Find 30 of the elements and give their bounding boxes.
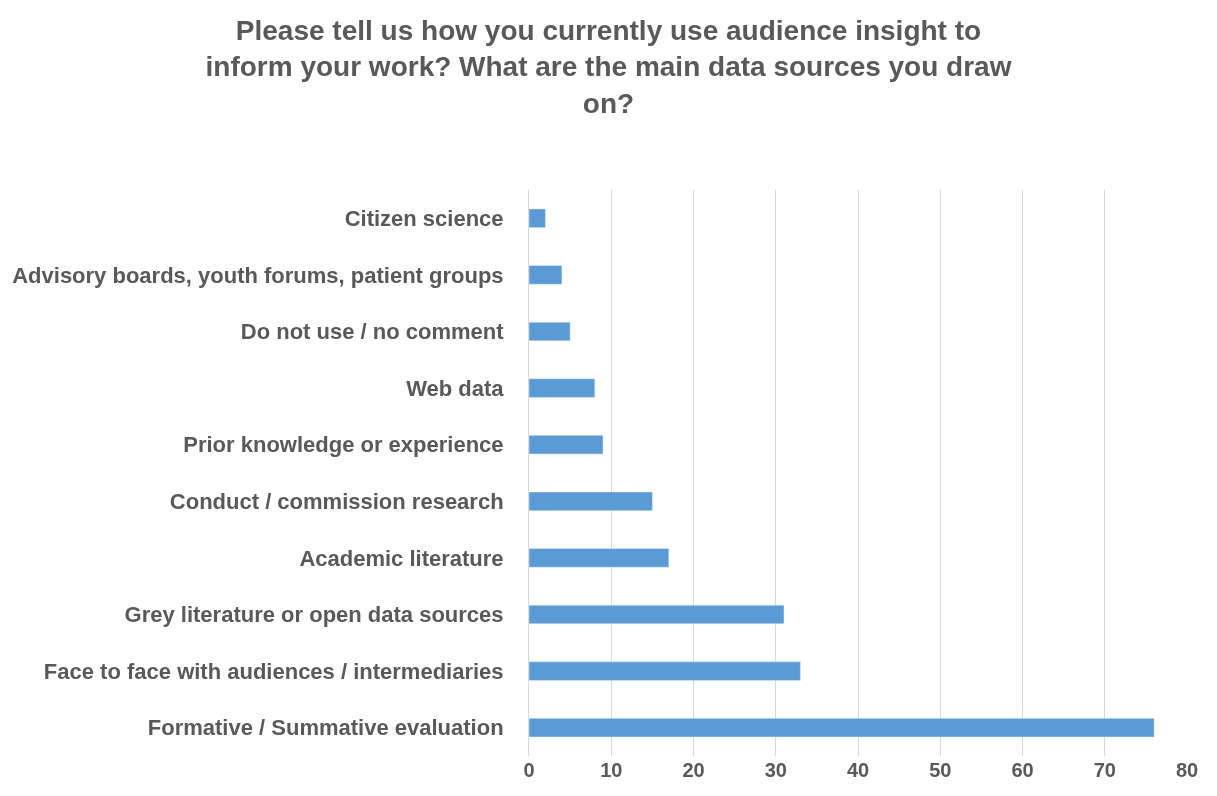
y-tick-label: Grey literature or open data sources xyxy=(124,602,504,628)
y-tick-label: Do not use / no comment xyxy=(240,319,505,345)
bar xyxy=(529,321,571,342)
y-tick-label: Conduct / commission research xyxy=(169,489,504,514)
bar xyxy=(529,208,546,228)
x-tick-label: 10 xyxy=(600,759,623,781)
y-tick-label: Prior knowledge or experience xyxy=(183,432,504,458)
y-tick-label: Advisory boards, youth forums, patient groups xyxy=(12,262,504,288)
y-tick-label: Web data xyxy=(406,375,505,401)
x-tick-label: 20 xyxy=(682,759,705,781)
x-tick-label: 70 xyxy=(1093,759,1116,781)
bar xyxy=(529,435,604,455)
bar xyxy=(529,491,653,511)
x-tick-label: 30 xyxy=(764,759,787,781)
y-tick-label: Face to face with audiences / intermediaries xyxy=(43,658,504,684)
x-tick-label: 60 xyxy=(1011,759,1034,781)
x-tick-label: 50 xyxy=(929,759,952,781)
bar xyxy=(529,378,596,398)
y-tick-label: Academic literature xyxy=(299,545,504,571)
bar xyxy=(529,661,801,681)
bar xyxy=(529,265,563,285)
y-tick-label: Formative / Summative evaluation xyxy=(147,715,504,741)
bar xyxy=(529,604,785,625)
chart-title: Please tell us how you currently use audience insight to inform your work? What are the main data sources you draw on? xyxy=(205,14,1012,119)
x-tick-label: 40 xyxy=(846,759,870,781)
x-tick-label: 80 xyxy=(1175,759,1199,781)
bar xyxy=(529,548,670,568)
x-tick-label: 0 xyxy=(523,759,535,781)
y-tick-label: Citizen science xyxy=(344,206,504,231)
bar xyxy=(529,718,1155,738)
